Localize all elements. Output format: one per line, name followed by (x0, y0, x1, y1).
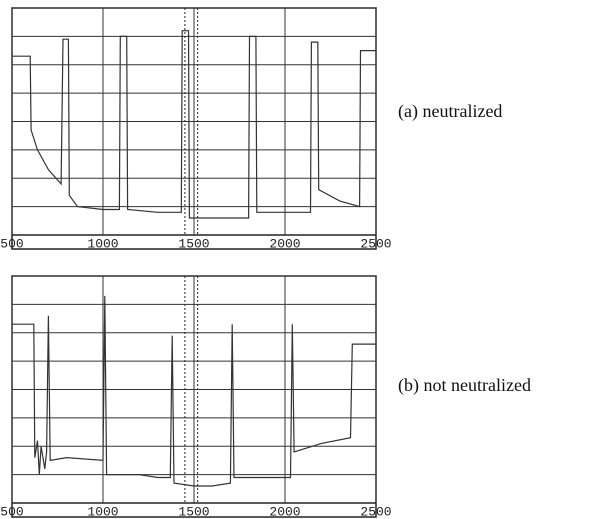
panel-caption: (b) not neutralized (398, 375, 531, 396)
x-tick-label: 2000 (269, 504, 300, 519)
panel-caption: (a) neutralized (398, 101, 502, 122)
page: {"chart_data":[ {"type":"line","label":"… (0, 0, 594, 519)
x-tick-label: 1500 (178, 236, 209, 251)
x-tick-label: 1500 (178, 504, 209, 519)
x-tick-label: 2500 (360, 236, 391, 251)
x-tick-label: 2500 (360, 504, 391, 519)
x-tick-label: 2000 (269, 236, 300, 251)
x-tick-label: 1000 (87, 236, 118, 251)
x-tick-label: 500 (0, 504, 23, 519)
figure: 500 1000 1500 2000 2500 (a) neutralized 500 100… (0, 0, 594, 519)
x-tick-label: 500 (0, 236, 23, 251)
x-tick-label: 1000 (87, 504, 118, 519)
